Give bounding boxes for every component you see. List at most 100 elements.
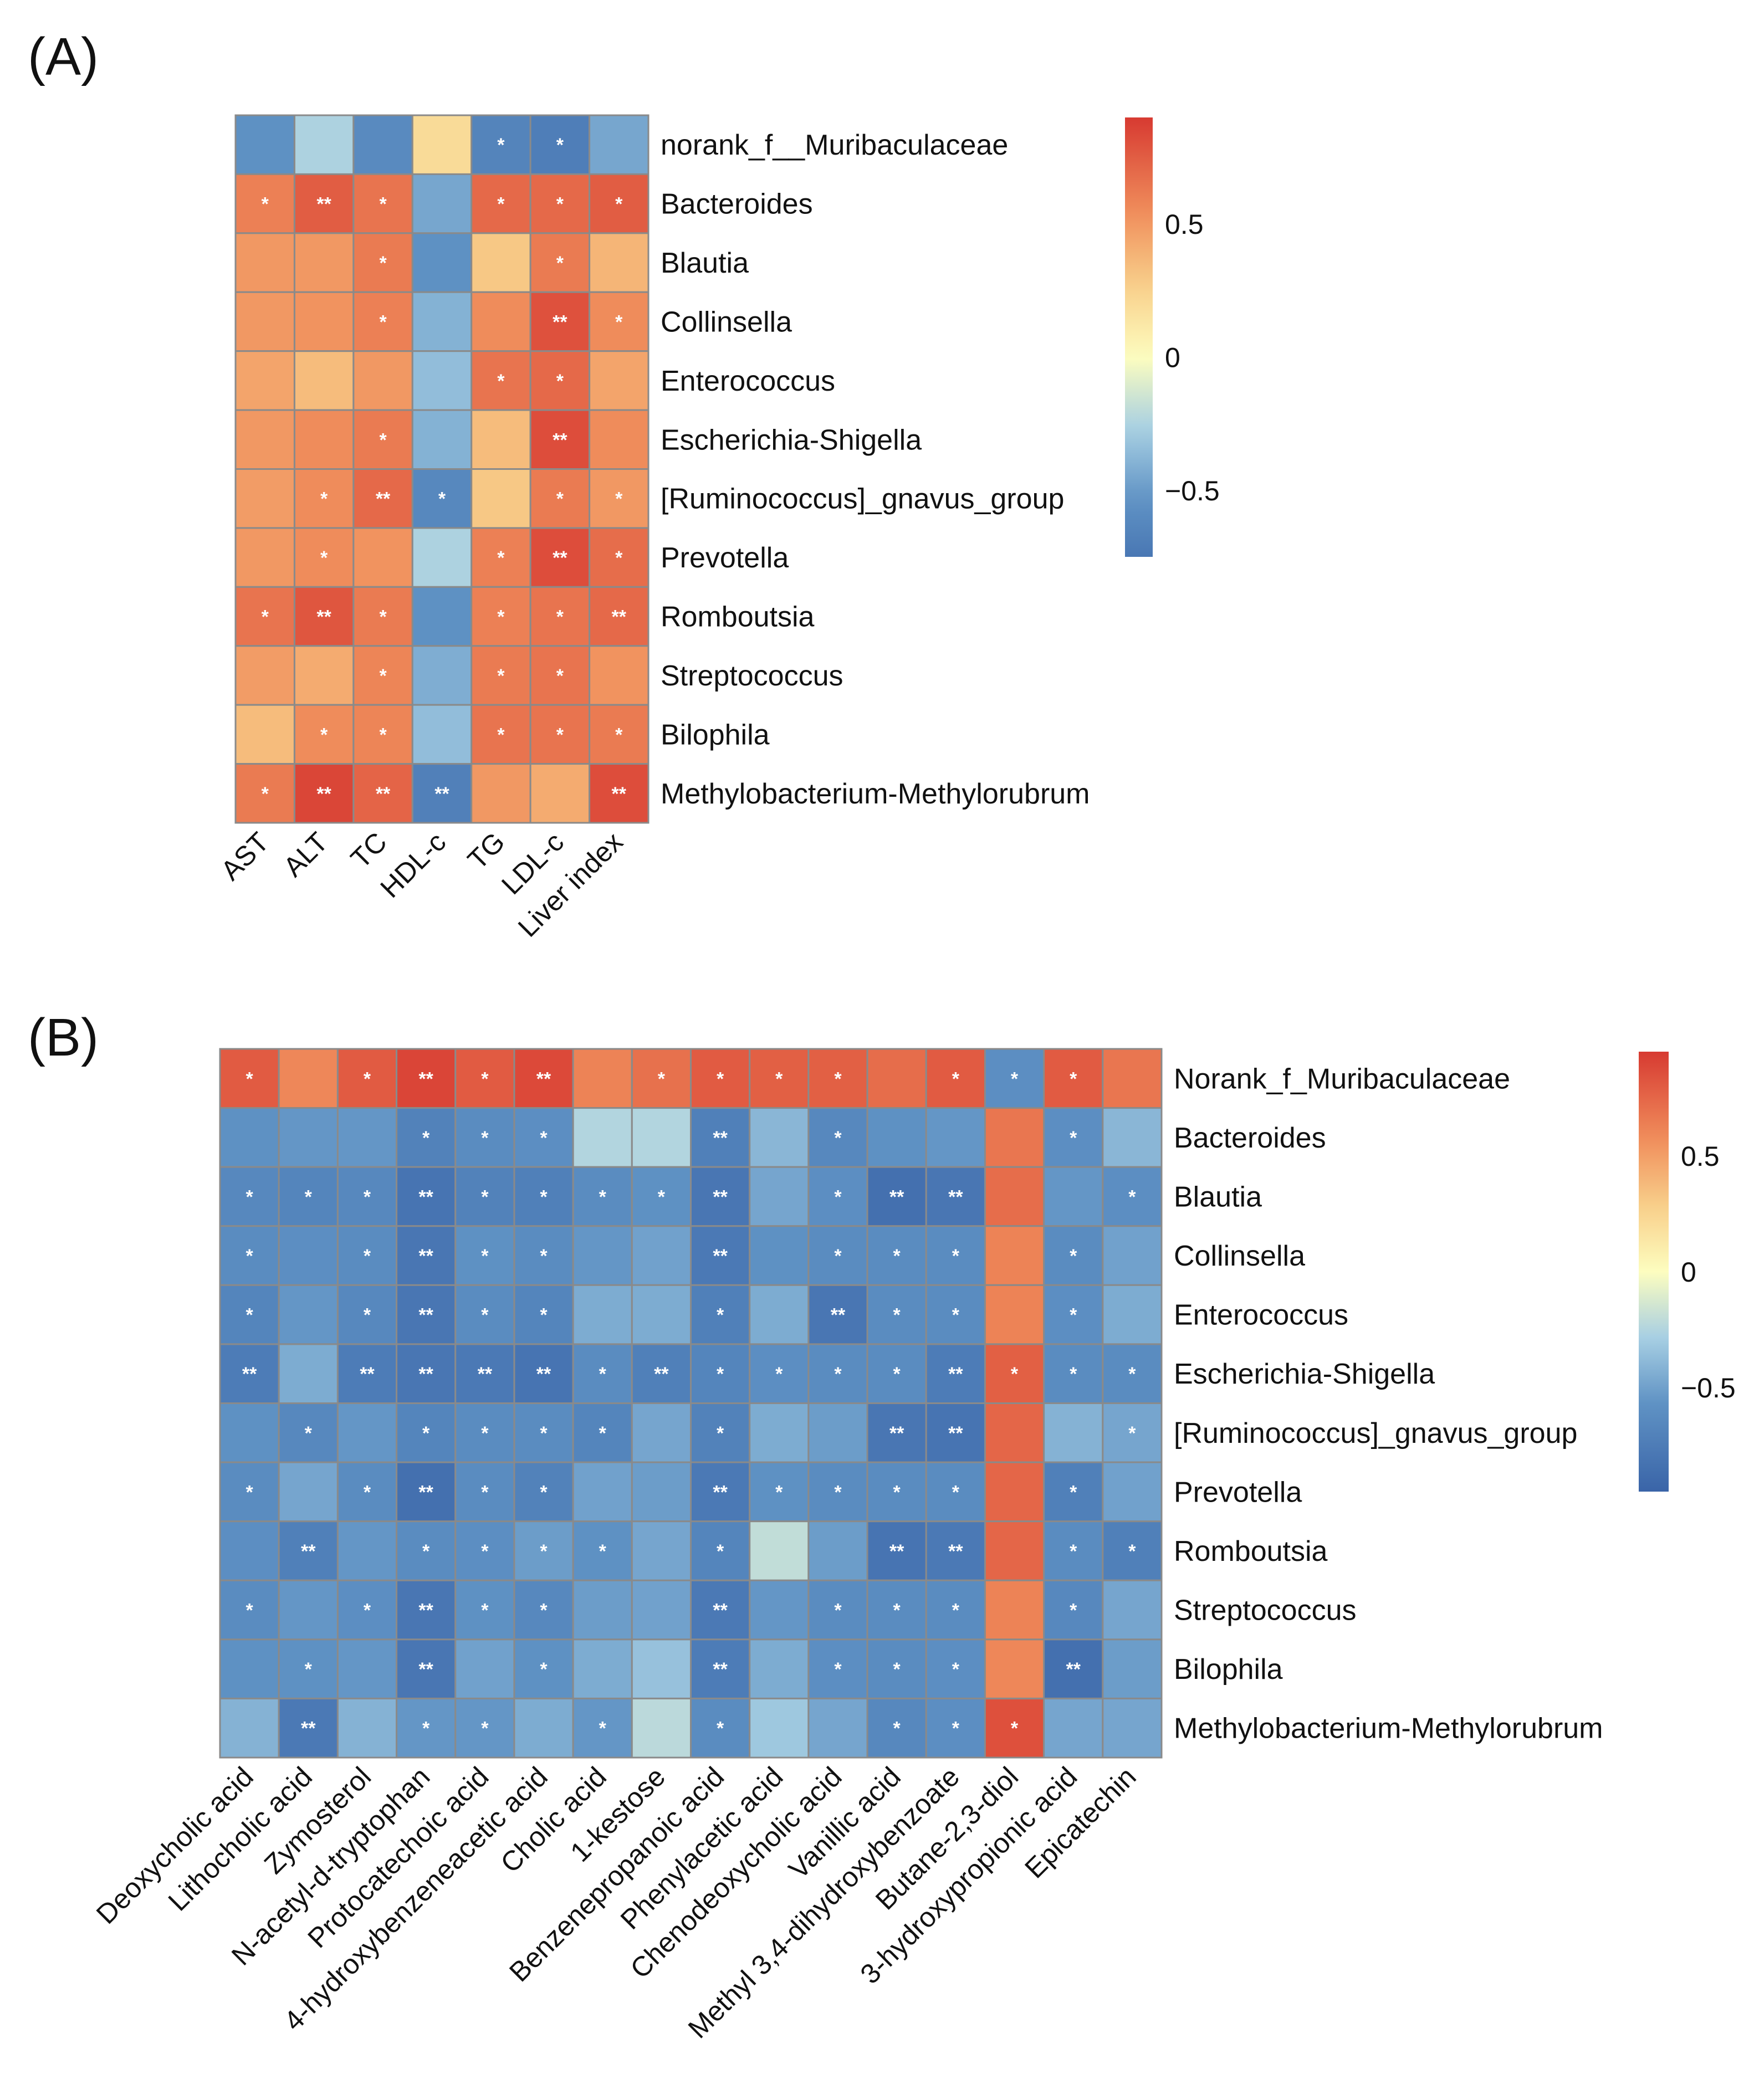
heatmap-cell	[984, 1107, 1045, 1168]
significance-marker: *	[556, 489, 564, 510]
significance-marker: *	[379, 253, 387, 274]
heatmap-cell	[749, 1638, 810, 1699]
panel-a: (A) * ** ** * * * ** ** ** ** ** *** ** * * ** * ** ** ** * *…	[28, 27, 1220, 943]
heatmap-cell	[690, 1461, 751, 1523]
significance-marker: *	[1070, 1305, 1077, 1326]
heatmap-cell	[807, 1697, 868, 1759]
significance-marker: *	[540, 1659, 548, 1680]
significance-marker: *	[422, 1541, 430, 1562]
heatmap-cell	[234, 645, 295, 706]
significance-marker: *	[717, 1718, 724, 1739]
heatmap-cell	[1043, 1461, 1104, 1523]
heatmap-cell	[866, 1343, 927, 1405]
heatmap-cell	[631, 1520, 692, 1581]
significance-marker: *	[1070, 1600, 1077, 1621]
heatmap-cell	[278, 1284, 339, 1345]
significance-marker: **	[316, 607, 331, 628]
significance-marker: *	[497, 665, 505, 687]
heatmap-cell	[984, 1638, 1045, 1699]
significance-marker: **	[418, 1364, 433, 1385]
heatmap-cell	[925, 1579, 986, 1641]
heatmap-cell	[336, 1520, 398, 1581]
row-label-escherichia-shigella: Escherichia-Shigella	[1174, 1358, 1435, 1390]
heatmap-cell	[690, 1166, 751, 1227]
row-label-streptococcus: Streptococcus	[661, 660, 843, 692]
heatmap-cell	[1102, 1638, 1163, 1699]
significance-marker: *	[540, 1423, 548, 1444]
heatmap-cell	[234, 232, 295, 293]
heatmap-cell	[589, 232, 650, 293]
significance-marker: *	[556, 607, 564, 628]
significance-marker: *	[717, 1068, 724, 1089]
significance-marker: *	[952, 1600, 960, 1621]
heatmap-cell	[1043, 1520, 1104, 1581]
colorbar-bar	[1125, 117, 1153, 557]
heatmap-cell	[278, 1579, 339, 1641]
significance-marker: *	[717, 1541, 724, 1562]
heatmap-cell	[572, 1107, 633, 1168]
heatmap-cell	[925, 1461, 986, 1523]
heatmap-cell	[293, 645, 355, 706]
significance-marker: *	[775, 1068, 783, 1089]
significance-marker: **	[612, 607, 627, 628]
heatmap-cell	[336, 1638, 398, 1699]
heatmap-cell	[336, 1461, 398, 1523]
heatmap-cell	[396, 1284, 457, 1345]
heatmap-cell	[234, 409, 295, 470]
significance-marker: *	[364, 1305, 371, 1326]
heatmap-cell	[1102, 1343, 1163, 1405]
heatmap-cell	[352, 409, 413, 470]
significance-marker: **	[889, 1423, 904, 1444]
heatmap-cell	[984, 1225, 1045, 1286]
colorbar-b: 0.5 0 −0.5	[1639, 1052, 1736, 1492]
heatmap-cell	[278, 1697, 339, 1759]
significance-marker: **	[713, 1186, 728, 1207]
row-label-romboutsia: Romboutsia	[1174, 1535, 1328, 1568]
significance-marker: *	[834, 1659, 842, 1680]
colorbar-tick-label: 0	[1165, 342, 1180, 373]
significance-marker: **	[713, 1482, 728, 1503]
significance-marker: **	[316, 194, 331, 215]
row-label-enterococcus: Enterococcus	[1174, 1299, 1348, 1331]
heatmap-cell	[234, 291, 295, 352]
heatmap-cell	[1102, 1048, 1163, 1109]
heatmap-cell	[529, 468, 591, 529]
heatmap-cell	[471, 114, 531, 175]
heatmap-cell	[807, 1638, 868, 1699]
significance-marker: *	[1011, 1068, 1019, 1089]
heatmap-cell	[219, 1107, 280, 1168]
heatmap-cell	[807, 1461, 868, 1523]
significance-marker: *	[497, 135, 505, 156]
significance-marker: *	[540, 1186, 548, 1207]
heatmap-cell	[1102, 1225, 1163, 1286]
significance-marker: **	[418, 1659, 433, 1680]
panel-b: (B) * * ** * ** * * * * * * ** * * ** * ** * * ** * * * * ** * ** *…	[28, 1008, 1736, 2044]
heatmap-cell	[1043, 1579, 1104, 1641]
heatmap-cell	[513, 1284, 574, 1345]
significance-marker: **	[1066, 1659, 1081, 1680]
significance-marker: *	[952, 1482, 960, 1503]
heatmap-cell	[984, 1284, 1045, 1345]
significance-marker: *	[615, 489, 623, 510]
column-label-alt: ALT	[278, 826, 334, 883]
significance-marker: **	[301, 1718, 316, 1739]
significance-marker: **	[889, 1541, 904, 1562]
significance-marker: *	[481, 1068, 489, 1089]
heatmap-cell	[866, 1520, 927, 1581]
significance-marker: *	[556, 724, 564, 745]
heatmap-cell	[1043, 1107, 1104, 1168]
colorbar-tick-label: 0	[1681, 1257, 1696, 1288]
heatmap-cell	[293, 763, 355, 824]
heatmap-cell	[278, 1048, 339, 1109]
significance-marker: *	[246, 1600, 253, 1621]
significance-marker: *	[952, 1718, 960, 1739]
significance-marker: *	[1128, 1541, 1136, 1562]
heatmap-cell	[749, 1579, 810, 1641]
significance-marker: **	[376, 489, 391, 510]
heatmap-cell	[278, 1461, 339, 1523]
heatmap-cell	[234, 527, 295, 588]
column-label-hdl-c: HDL-c	[374, 826, 452, 904]
significance-marker: *	[364, 1068, 371, 1089]
heatmap-cell	[589, 350, 650, 411]
significance-marker: *	[422, 1423, 430, 1444]
